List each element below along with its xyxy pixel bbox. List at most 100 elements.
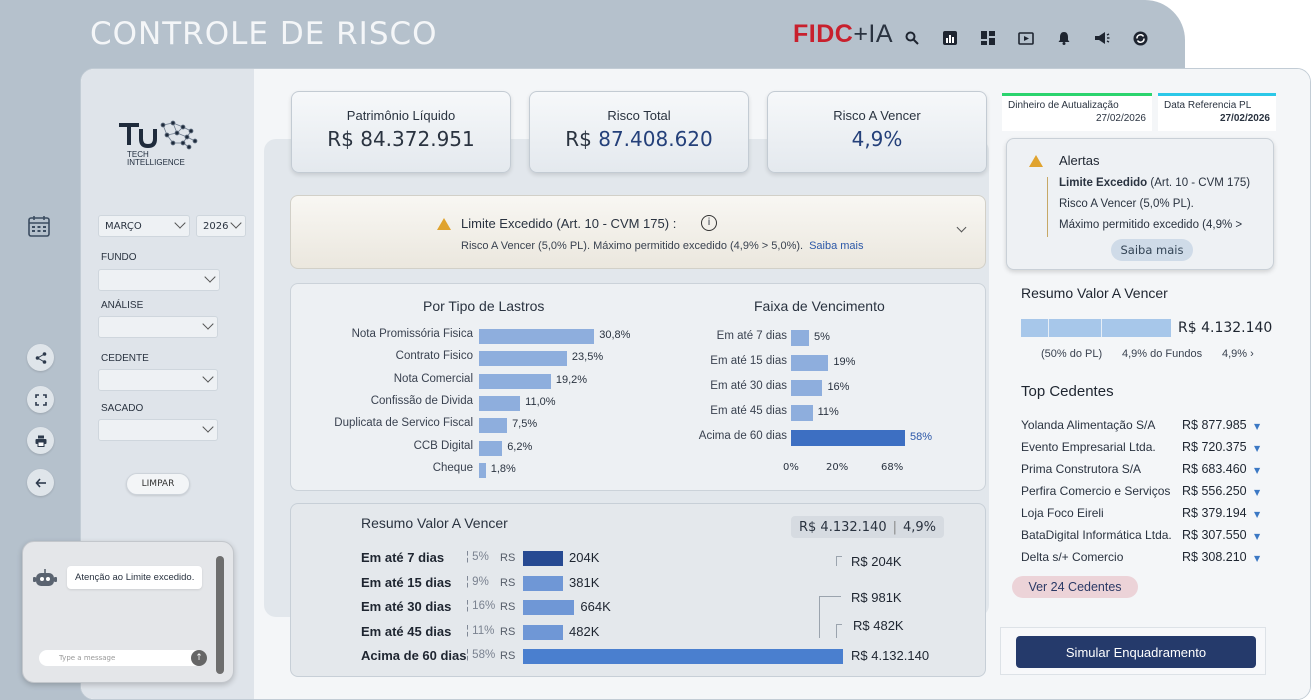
resumo-total-pct: 4,9%	[903, 519, 937, 535]
bar-label: Em até 30 dias	[710, 380, 787, 392]
limpar-button[interactable]: LIMPAR	[126, 473, 190, 495]
megaphone-icon[interactable]	[1090, 26, 1114, 50]
side-label: R$ 981K	[851, 590, 902, 605]
logo-text-intelligence: INTELLIGENCE	[127, 158, 185, 167]
caret-down-icon: ▼	[1254, 532, 1261, 541]
resumo-pct[interactable]: 4,9% ›	[1222, 348, 1254, 360]
chart-icon[interactable]	[938, 26, 962, 50]
bar-label: Em até 15 dias	[710, 355, 787, 367]
bar-label: Em até 7 dias	[361, 550, 445, 565]
alerts-line-3: Máximo permitido excedido (4,9% >	[1059, 219, 1243, 231]
chevron-right-icon: ›	[1250, 348, 1254, 360]
bar	[479, 418, 508, 434]
bar-label: Confissão de Divida	[370, 394, 473, 407]
robot-icon	[33, 568, 57, 590]
currency-label: RS	[500, 650, 516, 662]
currency-label: RS	[500, 625, 516, 638]
analise-label: ANÁLISE	[101, 300, 144, 311]
alerts-card: Alertas Limite Excedido (Art. 10 - CVM 1…	[1006, 138, 1274, 270]
main-window: TECH INTELLIGENCE MARÇO 2026 FUNDO ANÁLI…	[80, 68, 1311, 700]
chevron-down-icon[interactable]	[956, 222, 967, 233]
video-icon[interactable]	[1014, 26, 1038, 50]
cedente-value: R$ 556.250	[1182, 484, 1247, 498]
bar	[523, 649, 843, 664]
kpi-prefix: R$	[565, 127, 599, 151]
resumo-panel-title: Resumo Valor A Vencer	[1021, 285, 1168, 301]
connector-line	[819, 596, 841, 638]
bar	[791, 430, 905, 446]
kpi-value: R$ 84.372.951	[327, 127, 475, 151]
calendar-icon[interactable]	[28, 215, 52, 239]
saiba-mais-link[interactable]: Saiba mais	[809, 240, 864, 252]
alert-banner[interactable]: Limite Excedido (Art. 10 - CVM 175) : i …	[290, 195, 986, 269]
bar	[479, 373, 551, 389]
share-icon[interactable]	[27, 344, 54, 371]
alerts-divider	[1047, 177, 1048, 237]
search-icon[interactable]	[900, 26, 924, 50]
bar	[523, 551, 563, 566]
axis-tick: 68%	[881, 462, 904, 473]
bar-value: 16%	[827, 381, 850, 393]
currency-label: RS	[500, 576, 516, 589]
bar-label: Acima de 60 dias	[361, 648, 467, 663]
caret-down-icon: ▼	[1254, 466, 1261, 475]
top-cedentes-title: Top Cedentes	[1021, 383, 1114, 400]
bar-value: 30,8%	[599, 329, 631, 341]
kpi-risco-vencer: Risco A Vencer 4,9%	[767, 91, 987, 173]
charts-panel: Por Tipo de Lastros Nota Promissória Fisi…	[290, 283, 986, 491]
dashboard-icon[interactable]	[976, 26, 1000, 50]
bar	[791, 380, 823, 396]
caret-down-icon: ▼	[1254, 554, 1261, 563]
bar-percent: ¦ 11%	[466, 624, 495, 637]
info-icon[interactable]: i	[701, 215, 717, 231]
alerts-line-1: Limite Excedido (Art. 10 - CVM 175)	[1059, 177, 1251, 189]
month-select[interactable]: MARÇO	[98, 215, 190, 237]
dinheiro-date: 27/02/2026	[1095, 113, 1146, 124]
alert-title: Limite Excedido (Art. 10 - CVM 175) :	[461, 216, 677, 231]
kpi-patrimonio: Patrimônio Líquido R$ 84.372.951	[291, 91, 511, 173]
alerts-saiba-mais-button[interactable]: Saiba mais	[1111, 239, 1193, 261]
bar-percent: ¦ 16%	[466, 600, 496, 612]
fullscreen-icon[interactable]	[27, 386, 54, 413]
bar-label: Duplicata de Servico Fiscal	[334, 417, 473, 430]
bar-value: R$ 4.132.140	[851, 648, 930, 663]
send-icon[interactable]: ↑	[191, 650, 207, 666]
bar	[523, 600, 575, 615]
sacado-select[interactable]	[98, 419, 218, 441]
bell-icon[interactable]	[1052, 26, 1076, 50]
chat-scrollbar[interactable]	[216, 556, 224, 674]
cedente-value: R$ 308.210	[1182, 550, 1247, 564]
bar-value: 6,2%	[507, 440, 533, 453]
simular-enquadramento-button[interactable]: Simular Enquadramento	[1016, 636, 1256, 668]
fundo-select[interactable]	[98, 269, 220, 291]
year-select[interactable]: 2026	[196, 215, 246, 237]
cedente-name: Loja Foco Eireli	[1021, 506, 1104, 520]
cedente-select[interactable]	[98, 369, 218, 391]
bar-value: 1,8%	[490, 462, 516, 475]
resumo-pct-fundos: 4,9% do Fundos	[1122, 348, 1203, 360]
connector-line	[836, 624, 842, 638]
bar-percent: ¦ 9%	[466, 575, 489, 588]
warning-icon	[1029, 155, 1043, 167]
dashboard-content: Patrimônio Líquido R$ 84.372.951 Risco T…	[254, 69, 1310, 699]
bar	[479, 440, 503, 456]
cedente-value: R$ 307.550	[1182, 528, 1247, 542]
bar-value: 58%	[910, 431, 933, 443]
dinheiro-atualizacao: Dinheiro de Autualização 27/02/2026	[1002, 93, 1152, 131]
back-icon[interactable]	[27, 469, 54, 496]
bar-value: 23,5%	[571, 351, 604, 364]
brand-plus: +IA	[853, 20, 894, 48]
bar-value: 19,2%	[555, 373, 588, 386]
bar	[479, 329, 595, 344]
tech-intelligence-logo: TECH INTELLIGENCE	[117, 119, 217, 171]
axis-tick: 0%	[783, 462, 799, 473]
analise-select[interactable]	[98, 316, 218, 338]
ver-cedentes-button[interactable]: Ver 24 Cedentes	[1012, 576, 1138, 598]
cedente-value: R$ 720.375	[1182, 440, 1247, 454]
chat-message: Atenção ao Limite excedido.	[67, 566, 203, 589]
print-icon[interactable]	[27, 427, 54, 454]
kpi-label: Risco Total	[607, 108, 671, 123]
refresh-icon[interactable]	[1128, 26, 1152, 50]
bar-label: Nota Comercial	[393, 372, 473, 385]
chat-input[interactable]: Type a message	[39, 650, 207, 666]
